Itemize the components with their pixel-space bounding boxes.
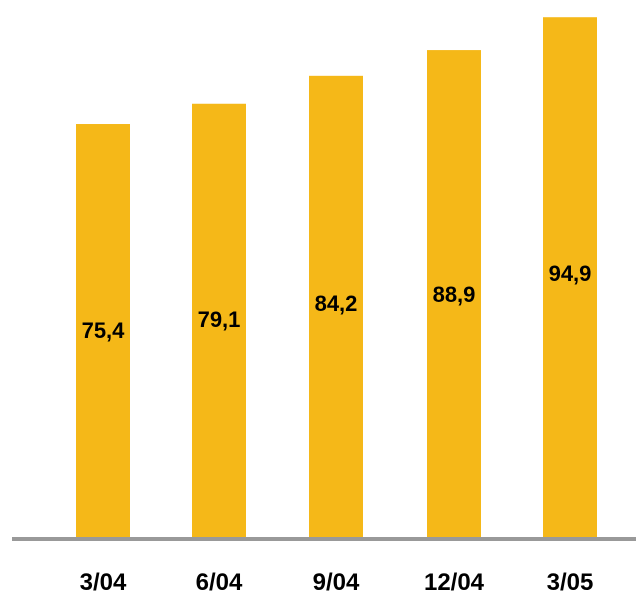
x-tick-label: 6/04 xyxy=(196,569,243,596)
bar-3-04 xyxy=(76,124,130,537)
value-label: 88,9 xyxy=(433,282,476,307)
bar-3-05 xyxy=(543,17,597,538)
x-tick-labels-layer: 3/04 6/04 9/04 12/04 3/05 xyxy=(80,569,594,596)
x-tick-label: 9/04 xyxy=(313,569,360,596)
value-label: 79,1 xyxy=(198,307,241,332)
value-label: 94,9 xyxy=(549,261,592,286)
value-label: 75,4 xyxy=(82,318,126,343)
x-tick-label: 3/05 xyxy=(547,569,594,596)
bars-layer xyxy=(76,17,597,538)
x-tick-label: 3/04 xyxy=(80,569,127,596)
bar-12-04 xyxy=(427,50,481,538)
value-label: 84,2 xyxy=(315,291,358,316)
x-tick-label: 12/04 xyxy=(424,569,485,596)
value-labels-layer: 75,4 79,1 84,2 88,9 94,9 xyxy=(82,261,592,343)
bar-9-04 xyxy=(309,75,363,537)
bar-6-04 xyxy=(192,103,246,537)
